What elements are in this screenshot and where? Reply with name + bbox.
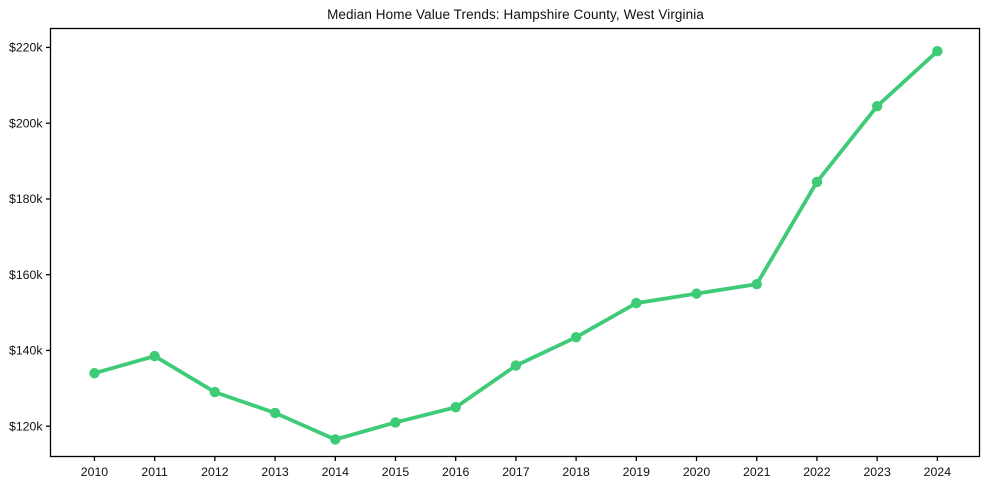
data-point (209, 386, 221, 398)
trend-line (92, 49, 940, 442)
x-tick-label: 2013 (261, 465, 289, 479)
x-tick-label: 2017 (502, 465, 530, 479)
chart-title: Median Home Value Trends: Hampshire Coun… (327, 7, 704, 22)
data-point (269, 407, 281, 419)
data-point (390, 417, 401, 428)
x-tick-label: 2016 (442, 465, 470, 479)
x-tick-label: 2011 (141, 465, 168, 479)
data-point (330, 434, 341, 445)
x-tick-label: 2015 (382, 465, 410, 479)
y-tick-label: $120k (9, 419, 43, 433)
x-tick-label: 2023 (863, 465, 891, 479)
y-tick-label: $160k (9, 268, 43, 282)
data-point (811, 176, 823, 188)
y-tick-label: $200k (9, 116, 43, 130)
x-tick-label: 2010 (81, 465, 109, 479)
x-tick-label: 2022 (803, 465, 831, 479)
data-point (450, 402, 461, 413)
data-point (751, 278, 762, 290)
x-tick-label: 2021 (743, 465, 771, 479)
data-point (932, 46, 943, 57)
plot-border (49, 27, 981, 458)
data-point (510, 360, 522, 371)
data-point (149, 350, 160, 362)
y-tick-label: $140k (9, 344, 43, 358)
data-point (691, 288, 702, 299)
x-tick-label: 2024 (924, 465, 952, 479)
x-tick-label: 2019 (623, 465, 651, 479)
data-point (631, 297, 642, 309)
data-point (89, 367, 100, 379)
x-tick-label: 2014 (322, 465, 350, 479)
x-tick-label: 2020 (683, 465, 711, 479)
data-point (871, 100, 883, 112)
y-tick-label: $220k (9, 41, 43, 55)
data-point (570, 331, 582, 343)
x-tick-label: 2018 (562, 465, 590, 479)
y-tick-label: $180k (9, 192, 43, 206)
x-tick-label: 2012 (201, 465, 229, 479)
